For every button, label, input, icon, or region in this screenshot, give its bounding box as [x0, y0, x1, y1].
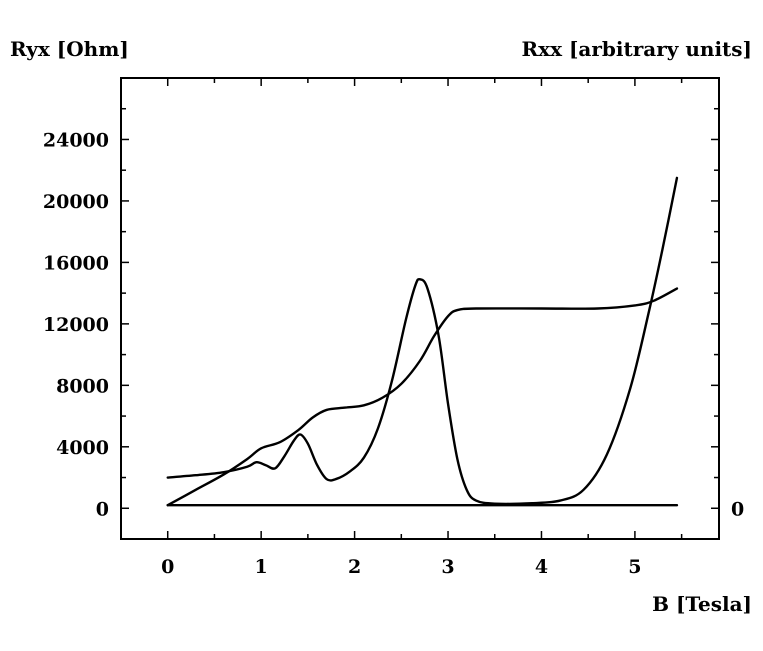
x-tick-label: 4: [535, 556, 548, 578]
ryx-curve: [166, 287, 679, 507]
y-tick-label: 20000: [43, 191, 109, 213]
y-tick-label: 0: [96, 498, 109, 520]
ticks: 0 1 2 3 4 5 0 4000 8000 12000 16000 20000 24000 0: [43, 77, 744, 578]
x-axis-label: B [Tesla]: [652, 592, 752, 616]
x-tick-label: 2: [348, 556, 361, 578]
y-tick-label: 16000: [43, 252, 109, 274]
x-tick-label: 5: [628, 556, 641, 578]
y-tick-label: 12000: [43, 314, 109, 336]
plot-frame: [120, 77, 720, 540]
y-axis-left-label: Ryx [Ohm]: [10, 37, 129, 61]
x-tick-label: 1: [255, 556, 268, 578]
y-tick-label: 8000: [56, 375, 109, 397]
series-layer: [166, 176, 679, 507]
y-tick-label: 4000: [56, 437, 109, 459]
x-tick-label: 0: [161, 556, 174, 578]
y-right-tick-label: 0: [731, 498, 744, 520]
y-tick-label: 24000: [43, 129, 109, 151]
rxx-curve: [166, 176, 679, 506]
y-axis-right-label: Rxx [arbitrary units]: [522, 37, 752, 61]
x-tick-label: 3: [441, 556, 454, 578]
